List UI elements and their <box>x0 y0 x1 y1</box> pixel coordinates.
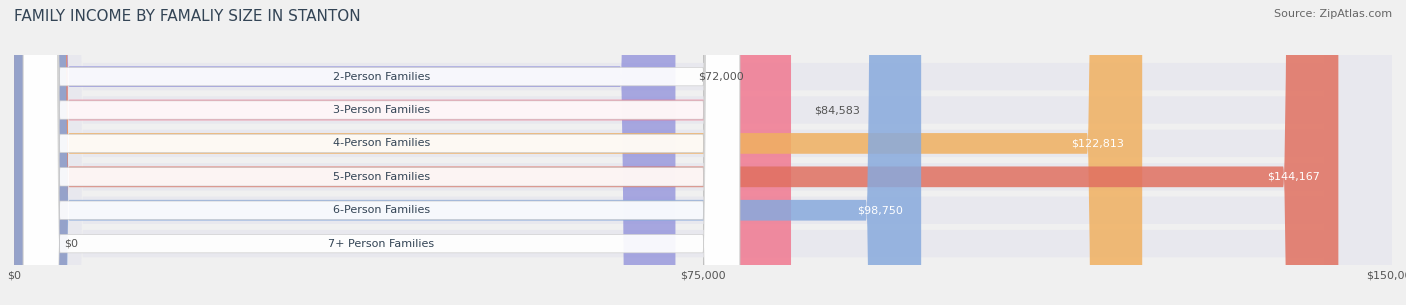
FancyBboxPatch shape <box>14 0 921 305</box>
FancyBboxPatch shape <box>24 0 740 305</box>
Text: $122,813: $122,813 <box>1071 138 1123 149</box>
FancyBboxPatch shape <box>24 0 740 305</box>
FancyBboxPatch shape <box>14 0 1392 305</box>
FancyBboxPatch shape <box>14 0 1392 305</box>
Text: $144,167: $144,167 <box>1267 172 1320 182</box>
FancyBboxPatch shape <box>14 0 1392 305</box>
FancyBboxPatch shape <box>14 0 1142 305</box>
FancyBboxPatch shape <box>14 0 1392 305</box>
FancyBboxPatch shape <box>14 0 1392 305</box>
FancyBboxPatch shape <box>24 0 740 305</box>
Text: 5-Person Families: 5-Person Families <box>333 172 430 182</box>
FancyBboxPatch shape <box>24 0 740 305</box>
FancyBboxPatch shape <box>24 0 740 305</box>
Text: $0: $0 <box>65 239 79 249</box>
Text: 7+ Person Families: 7+ Person Families <box>329 239 434 249</box>
Text: Source: ZipAtlas.com: Source: ZipAtlas.com <box>1274 9 1392 19</box>
FancyBboxPatch shape <box>14 0 1392 305</box>
FancyBboxPatch shape <box>14 0 675 305</box>
Text: 3-Person Families: 3-Person Families <box>333 105 430 115</box>
FancyBboxPatch shape <box>14 0 792 305</box>
Text: 4-Person Families: 4-Person Families <box>333 138 430 149</box>
Text: $72,000: $72,000 <box>699 72 744 82</box>
Text: $84,583: $84,583 <box>814 105 860 115</box>
FancyBboxPatch shape <box>24 0 740 305</box>
Text: 2-Person Families: 2-Person Families <box>333 72 430 82</box>
FancyBboxPatch shape <box>14 0 1339 305</box>
Text: FAMILY INCOME BY FAMALIY SIZE IN STANTON: FAMILY INCOME BY FAMALIY SIZE IN STANTON <box>14 9 361 24</box>
Text: $98,750: $98,750 <box>856 205 903 215</box>
Text: 6-Person Families: 6-Person Families <box>333 205 430 215</box>
